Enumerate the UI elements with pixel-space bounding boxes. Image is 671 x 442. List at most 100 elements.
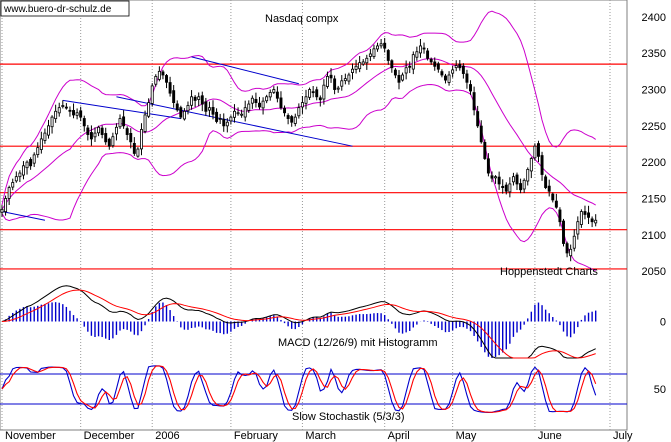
candle-body-108 xyxy=(386,50,390,61)
candle-92 xyxy=(329,68,333,83)
candle-body-50 xyxy=(179,107,183,118)
candle-body-5 xyxy=(18,172,22,178)
candle-59 xyxy=(211,100,215,120)
candle-27 xyxy=(97,125,101,137)
candle-body-141 xyxy=(504,184,508,192)
candle-body-44 xyxy=(157,70,161,80)
candle-35 xyxy=(125,126,129,141)
candle-body-39 xyxy=(140,129,143,150)
candle-31 xyxy=(111,132,115,148)
candle-17 xyxy=(61,100,65,109)
candle-body-159 xyxy=(569,248,573,257)
candle-body-143 xyxy=(511,176,515,183)
trendline-3 xyxy=(191,56,299,85)
candle-body-30 xyxy=(107,138,111,147)
month-label-3: February xyxy=(234,430,279,442)
candle-149 xyxy=(533,143,537,161)
candle-126 xyxy=(451,65,455,78)
candle-body-163 xyxy=(583,211,587,215)
candle-86 xyxy=(308,87,312,100)
candle-body-158 xyxy=(565,243,569,254)
candle-150 xyxy=(537,140,540,162)
candle-63 xyxy=(225,118,229,133)
trendline-0 xyxy=(1,211,46,221)
macd-tick-0: 0 xyxy=(660,317,666,329)
candle-body-0 xyxy=(0,208,4,213)
candle-151 xyxy=(540,151,544,181)
candle-body-117 xyxy=(418,45,422,54)
candle-body-15 xyxy=(54,110,58,120)
price-tick-7: 2400 xyxy=(642,12,666,24)
candle-153 xyxy=(547,179,551,197)
candle-body-140 xyxy=(501,185,505,188)
candle-body-77 xyxy=(275,91,279,99)
candle-50 xyxy=(179,105,183,119)
candle-104 xyxy=(372,44,376,59)
candles xyxy=(0,37,598,262)
candle-body-73 xyxy=(261,100,265,109)
candle-body-65 xyxy=(233,110,236,118)
candle-body-57 xyxy=(204,101,208,112)
candle-133 xyxy=(476,105,480,128)
candle-101 xyxy=(361,59,365,66)
candle-body-85 xyxy=(304,96,308,104)
candle-32 xyxy=(114,123,118,141)
candle-16 xyxy=(57,102,61,117)
candle-body-68 xyxy=(243,107,247,118)
candle-body-129 xyxy=(461,65,465,74)
source-label: Hoppenstedt Charts xyxy=(500,266,598,278)
candle-62 xyxy=(222,113,226,132)
candle-body-49 xyxy=(175,103,179,111)
candle-71 xyxy=(254,92,258,108)
candle-body-122 xyxy=(436,63,440,70)
candle-137 xyxy=(490,171,494,183)
candle-body-100 xyxy=(358,62,362,70)
candle-89 xyxy=(318,95,322,107)
candle-108 xyxy=(386,49,390,65)
candle-body-16 xyxy=(57,107,61,114)
macd-signal-line xyxy=(1,289,596,359)
candle-114 xyxy=(408,61,412,74)
candle-159 xyxy=(569,244,573,262)
candle-body-144 xyxy=(515,174,519,185)
candle-136 xyxy=(486,153,490,177)
candle-83 xyxy=(297,103,301,119)
candle-118 xyxy=(422,42,426,54)
candle-body-20 xyxy=(72,110,75,116)
candle-body-36 xyxy=(129,133,133,143)
candle-body-60 xyxy=(215,111,219,122)
month-label-8: July xyxy=(613,430,633,442)
candle-body-64 xyxy=(229,116,233,122)
candle-body-31 xyxy=(111,136,115,147)
candle-106 xyxy=(379,39,383,49)
candle-42 xyxy=(150,83,154,107)
candle-90 xyxy=(322,79,326,105)
candle-body-33 xyxy=(118,118,122,128)
candle-72 xyxy=(258,96,261,110)
candle-body-165 xyxy=(590,218,594,223)
candle-33 xyxy=(118,114,122,129)
candle-body-162 xyxy=(579,211,583,225)
candle-body-42 xyxy=(150,85,154,104)
candle-21 xyxy=(75,108,79,120)
candle-152 xyxy=(544,174,548,190)
price-tick-5: 2300 xyxy=(642,85,666,97)
candle-52 xyxy=(186,101,190,115)
bollinger-upper xyxy=(1,10,596,206)
candle-body-96 xyxy=(343,78,347,82)
candle-8 xyxy=(29,157,33,170)
candle-body-55 xyxy=(197,96,201,100)
candle-98 xyxy=(351,63,354,80)
candle-body-139 xyxy=(497,176,501,185)
price-tick-1: 2100 xyxy=(642,230,666,242)
candle-68 xyxy=(243,100,247,122)
stochastic-panel xyxy=(0,365,627,413)
candle-body-59 xyxy=(211,107,215,115)
candle-body-56 xyxy=(200,95,204,105)
candle-91 xyxy=(325,71,329,89)
candle-body-35 xyxy=(125,128,129,135)
candle-65 xyxy=(233,104,236,123)
candle-body-40 xyxy=(143,114,147,132)
candle-128 xyxy=(458,60,462,71)
candle-body-124 xyxy=(444,75,447,81)
